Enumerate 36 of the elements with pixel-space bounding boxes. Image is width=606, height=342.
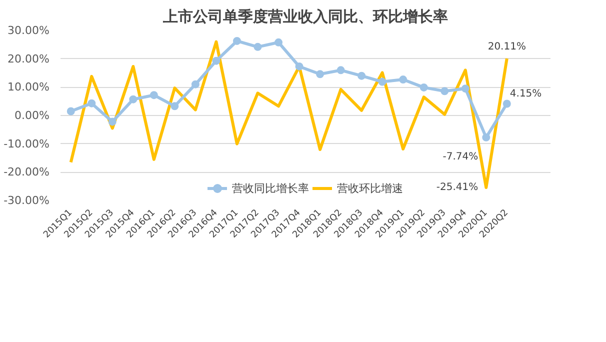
data-label: -25.41% [436,182,478,193]
legend-label: 营收环比增速 [337,180,403,196]
data-label: 4.15% [510,88,542,100]
point [440,87,449,96]
point [108,118,116,126]
point [502,100,511,108]
point [399,76,408,84]
y-tick-label: -10.00% [4,137,50,150]
legend-label: 营收同比增长率 [232,180,309,196]
data-label: 20.11% [488,42,526,53]
point [232,36,241,45]
data-label: -7.74% [442,151,478,162]
point [170,102,179,110]
y-tick-label: 10.00% [8,80,50,94]
chart-title: 上市公司单季度营业收入同比、环比增长率 [162,8,448,26]
point [420,83,428,92]
point [150,91,158,100]
point [336,66,345,74]
point [482,133,490,142]
point [295,62,304,70]
point [461,84,470,93]
point [378,78,386,86]
point [129,95,138,104]
y-tick-label: 20.00% [8,52,50,66]
point [212,56,220,65]
point [274,38,283,46]
point [358,72,366,80]
point [66,107,75,116]
point [316,70,324,78]
point [88,99,96,108]
y-tick-label: 0.00% [14,109,50,122]
y-tick-label: -30.00% [4,194,50,207]
point [254,42,262,51]
y-tick-label: -20.00% [4,166,50,179]
point [191,80,200,88]
y-tick-label: 30.00% [8,24,50,37]
